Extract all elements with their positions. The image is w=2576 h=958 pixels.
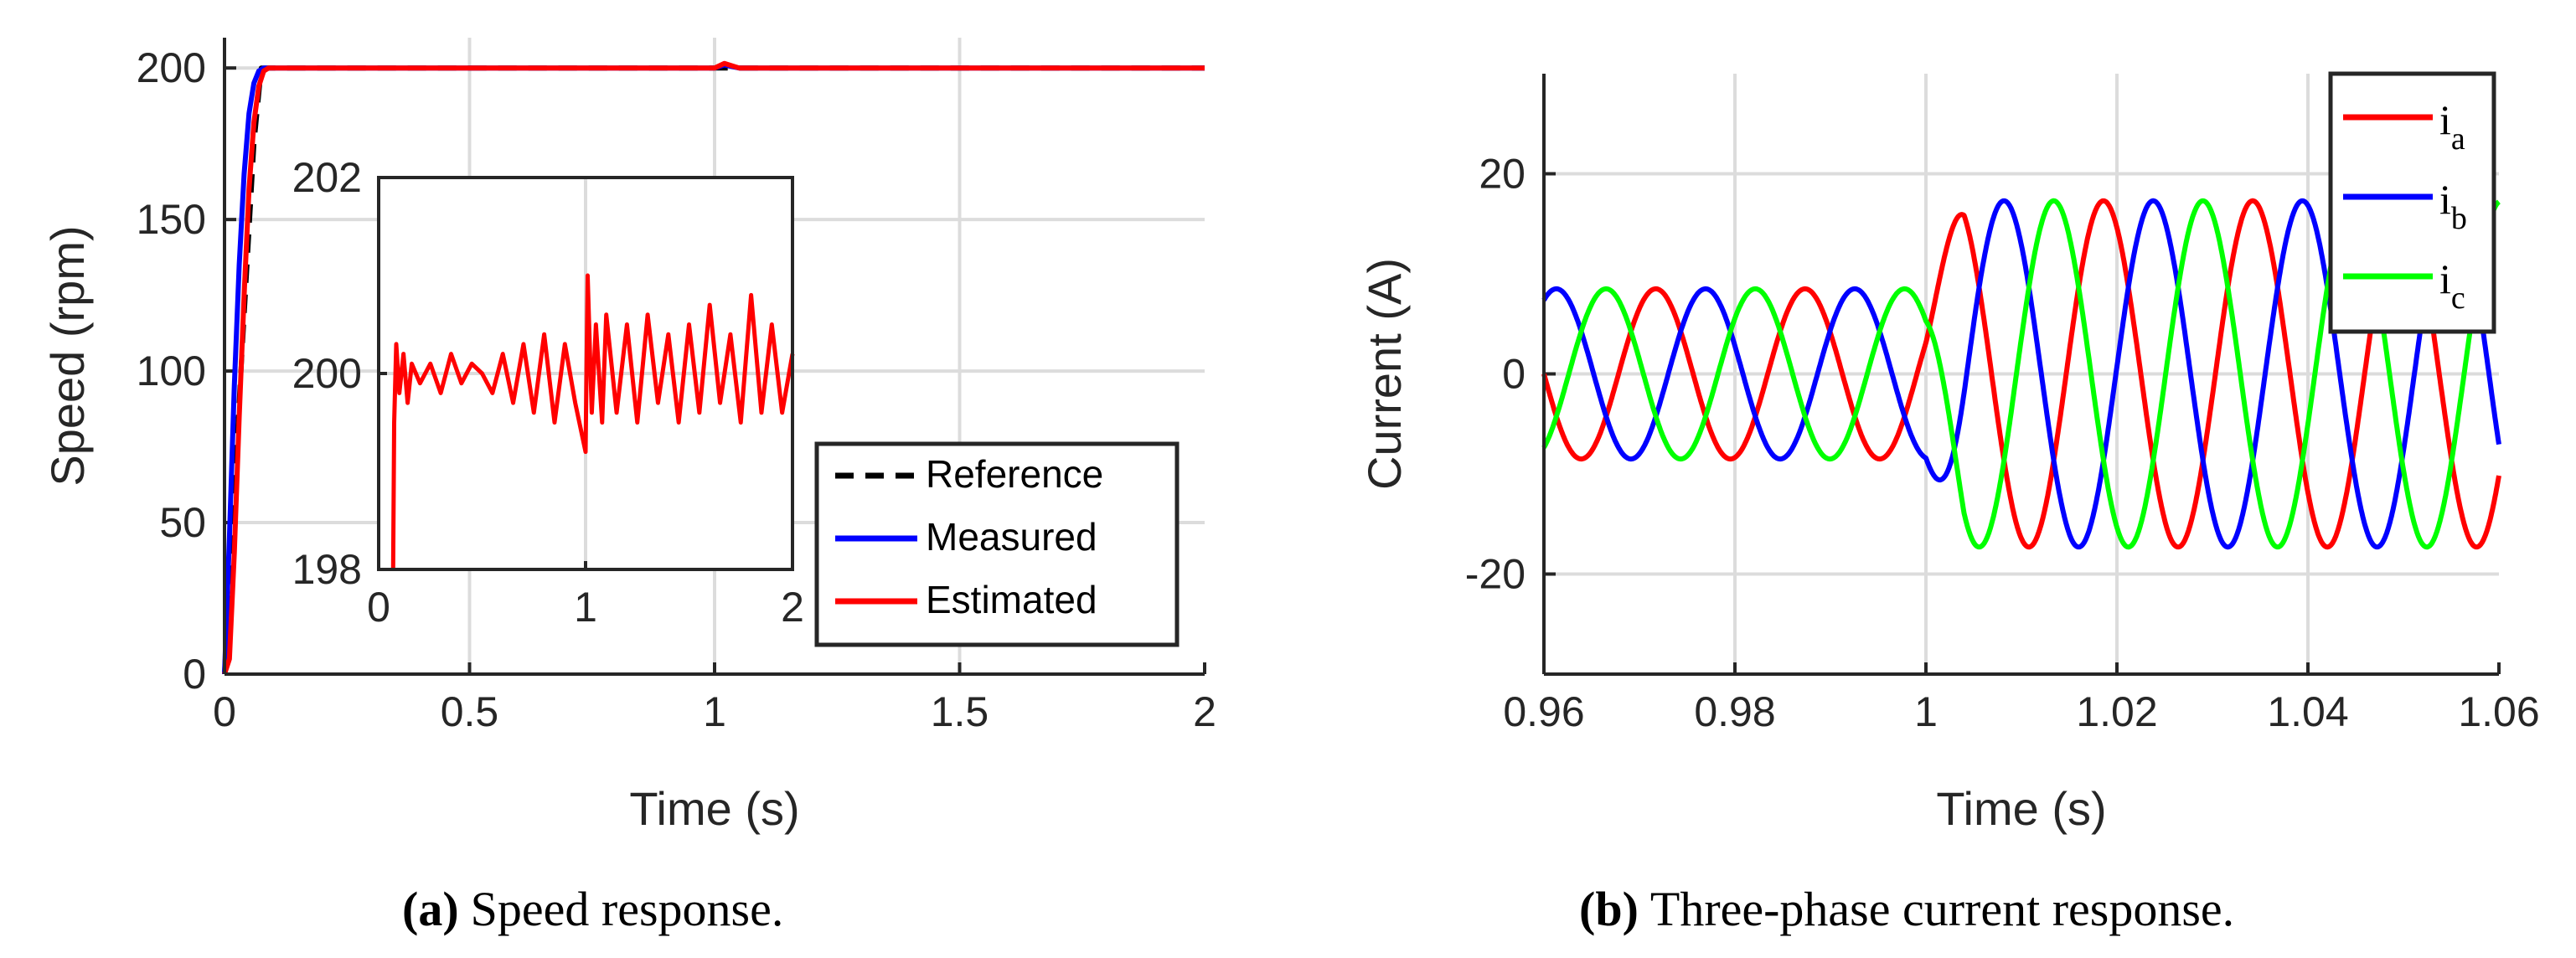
x-tick-label: 1	[703, 688, 726, 735]
current-chart: 0.96 0.98 1 1.02 1.04 1.06 -20 0 20 Time (s) Curre…	[1358, 71, 2540, 835]
x-tick-label: 1	[1914, 688, 1938, 735]
caption-a-label: (a)	[402, 882, 459, 936]
caption-a: (a) Speed response.	[402, 882, 783, 936]
inset-series-line-estimated	[390, 273, 795, 570]
y-axis-label: Current (A)	[1358, 258, 1411, 490]
legend-label-ib: ib	[2439, 176, 2467, 236]
x-tick-label: 1.06	[2458, 688, 2539, 735]
legend-label-ic: ic	[2439, 255, 2465, 316]
x-tick-label: 0.96	[1503, 688, 1584, 735]
speed-chart: 0 0.5 1 1.5 2 0 50 100 150 200 Time (s) Speed (rpm)…	[41, 38, 1216, 835]
series-line-estimated	[222, 60, 1205, 675]
x-tick-label: 0.98	[1694, 688, 1775, 735]
x-axis-label: Time (s)	[1936, 782, 2106, 835]
legend-label-estimated: Estimated	[926, 578, 1097, 621]
caption-b: (b) Three-phase current response.	[1579, 882, 2234, 936]
x-tick-label: 2	[1193, 688, 1216, 735]
inset-y-tick-label: 200	[292, 350, 362, 397]
y-tick-label: 100	[137, 348, 206, 394]
inset-border	[377, 176, 794, 571]
y-tick-label: 50	[159, 499, 206, 546]
y-tick-label: 150	[137, 196, 206, 243]
inset-x-tick-label: 0	[367, 584, 390, 631]
x-tick-label: 0	[213, 688, 236, 735]
y-tick-label: -20	[1465, 551, 1525, 598]
y-tick-label: 20	[1479, 151, 1525, 198]
x-tick-label: 1.5	[931, 688, 989, 735]
y-axis-label: Speed (rpm)	[41, 225, 94, 486]
inset-y-tick-label: 198	[292, 546, 362, 593]
y-tick-label: 0	[183, 651, 206, 698]
inset-x-tick-label: 2	[781, 584, 804, 631]
caption-a-text: Speed response.	[471, 882, 784, 936]
caption-b-label: (b)	[1579, 882, 1639, 936]
y-tick-label: 0	[1502, 351, 1525, 398]
inset-x-tick-label: 1	[574, 584, 597, 631]
legend-label-reference: Reference	[926, 452, 1103, 496]
y-tick-label: 200	[137, 44, 206, 91]
inset-y-tick-label: 202	[292, 154, 362, 201]
x-axis-label: Time (s)	[629, 782, 799, 835]
caption-b-text: Three-phase current response.	[1650, 882, 2234, 936]
current-line-ib	[1541, 198, 2501, 550]
current-line-ia	[1541, 198, 2501, 550]
x-tick-label: 1.04	[2267, 688, 2348, 735]
x-tick-label: 0.5	[441, 688, 499, 735]
legend-box	[2328, 71, 2496, 334]
legend-label-ia: ia	[2439, 96, 2465, 157]
x-tick-label: 1.02	[2076, 688, 2157, 735]
legend-label-measured: Measured	[926, 515, 1097, 559]
